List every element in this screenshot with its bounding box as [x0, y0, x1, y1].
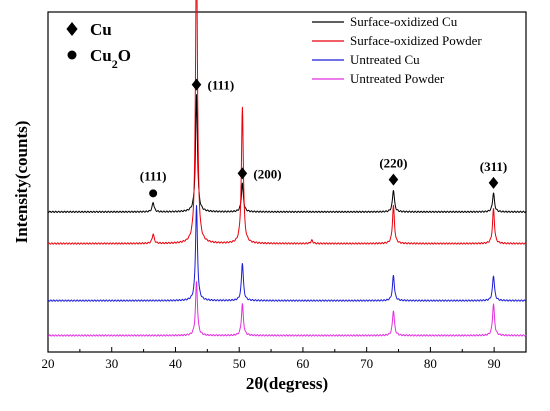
plot-frame — [47, 11, 527, 353]
peak-marker-circle-1 — [149, 189, 158, 198]
x-axis: 20 30 40 50 60 70 80 90 — [42, 347, 501, 371]
peak-label-5: (311) — [480, 159, 507, 174]
peak-marker-diamond-4 — [388, 173, 399, 186]
legend-label-4: Untreated Powder — [350, 71, 445, 86]
series-line-4 — [47, 281, 527, 337]
peak-label-2: (111) — [207, 78, 234, 93]
series-layer — [47, 0, 527, 337]
phase-label-cu2o-tail: O — [118, 46, 131, 65]
y-axis-title: Intensity(counts) — [12, 121, 31, 244]
x-tick-label-90: 90 — [488, 356, 501, 371]
peak-marker-diamond-3 — [237, 167, 248, 180]
x-axis-title: 2θ(degress) — [246, 374, 328, 393]
peak-marker-diamond-2 — [191, 78, 202, 91]
phase-symbol-cu — [66, 22, 78, 36]
peak-label-1: (111) — [140, 168, 167, 183]
x-tick-label-60: 60 — [296, 356, 309, 371]
peak-marker-diamond-5 — [488, 176, 499, 189]
phase-label-cu2o: Cu2O — [90, 46, 131, 71]
x-tick-label-80: 80 — [424, 356, 437, 371]
series-line-2 — [47, 0, 527, 245]
legend-label-2: Surface-oxidized Powder — [350, 33, 482, 48]
series-line-3 — [47, 205, 527, 302]
phase-label-cu2o-main: Cu — [90, 46, 112, 65]
x-tick-label-50: 50 — [233, 356, 246, 371]
phase-label-cu: Cu — [90, 20, 112, 39]
x-tick-label-20: 20 — [42, 356, 55, 371]
phase-label-cu2o-sub: 2 — [112, 57, 118, 71]
x-tick-label-40: 40 — [169, 356, 182, 371]
peak-label-4: (220) — [379, 156, 407, 171]
peak-annotations: (111) (111) (200) (220) (311) — [140, 78, 507, 198]
peak-label-3: (200) — [253, 166, 281, 181]
legend-label-1: Surface-oxidized Cu — [350, 14, 458, 29]
series-legend: Surface-oxidized Cu Surface-oxidized Powd… — [312, 14, 482, 86]
phase-symbol-cu2o — [67, 50, 77, 60]
legend-label-3: Untreated Cu — [350, 52, 420, 67]
x-tick-label-30: 30 — [105, 356, 118, 371]
series-line-1 — [47, 94, 527, 214]
x-tick-label-70: 70 — [360, 356, 373, 371]
